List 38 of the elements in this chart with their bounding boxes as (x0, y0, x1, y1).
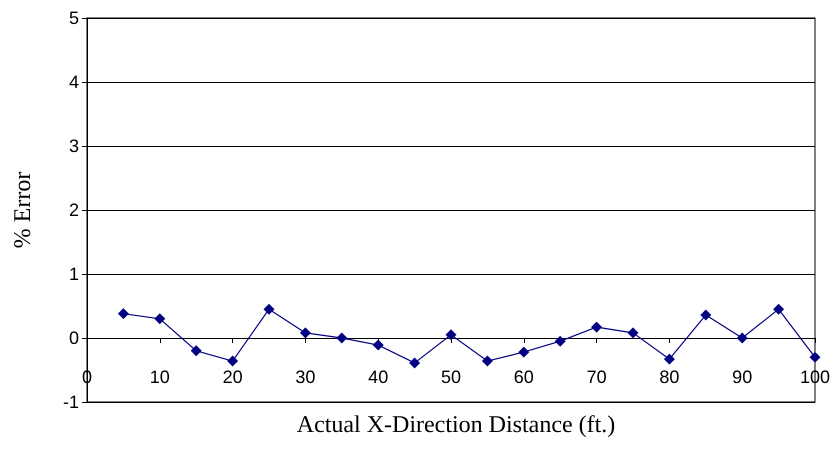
y-tick-label: 1 (68, 264, 79, 284)
x-tick-label: 70 (586, 367, 607, 387)
point (118, 308, 129, 320)
x-tick-label: 80 (659, 367, 680, 387)
x-tick-label: 40 (368, 367, 388, 387)
y-tick-label: -1 (62, 392, 79, 412)
point (628, 327, 638, 338)
point (264, 304, 274, 315)
point (446, 329, 456, 340)
y-tick-label: 3 (68, 136, 79, 156)
point (190, 345, 202, 356)
point (591, 322, 602, 333)
point (372, 340, 384, 351)
x-axis-title: Actual X-Direction Distance (ft.) (296, 412, 616, 438)
point (409, 357, 420, 368)
y-axis-title: % Error (10, 172, 36, 248)
point (227, 356, 238, 367)
x-tick-label: 10 (150, 367, 170, 387)
point (482, 356, 493, 367)
x-tick-label: 30 (295, 367, 316, 387)
y-tick-label: 5 (68, 8, 79, 28)
x-tick-label: 50 (440, 367, 462, 387)
point (154, 313, 166, 324)
y-tick-label: 4 (68, 72, 79, 92)
x-tick-label: 60 (514, 367, 534, 387)
point (736, 332, 748, 344)
point (554, 336, 566, 347)
point (664, 354, 675, 365)
y-tick-label: 2 (68, 200, 79, 220)
point (700, 309, 712, 320)
point (810, 352, 820, 363)
point (518, 346, 530, 358)
point (300, 327, 311, 338)
x-tick-label: 20 (222, 367, 243, 387)
point (773, 304, 784, 315)
point (336, 332, 348, 344)
x-tick-label: 90 (732, 367, 752, 387)
y-tick-label: 0 (68, 328, 79, 348)
